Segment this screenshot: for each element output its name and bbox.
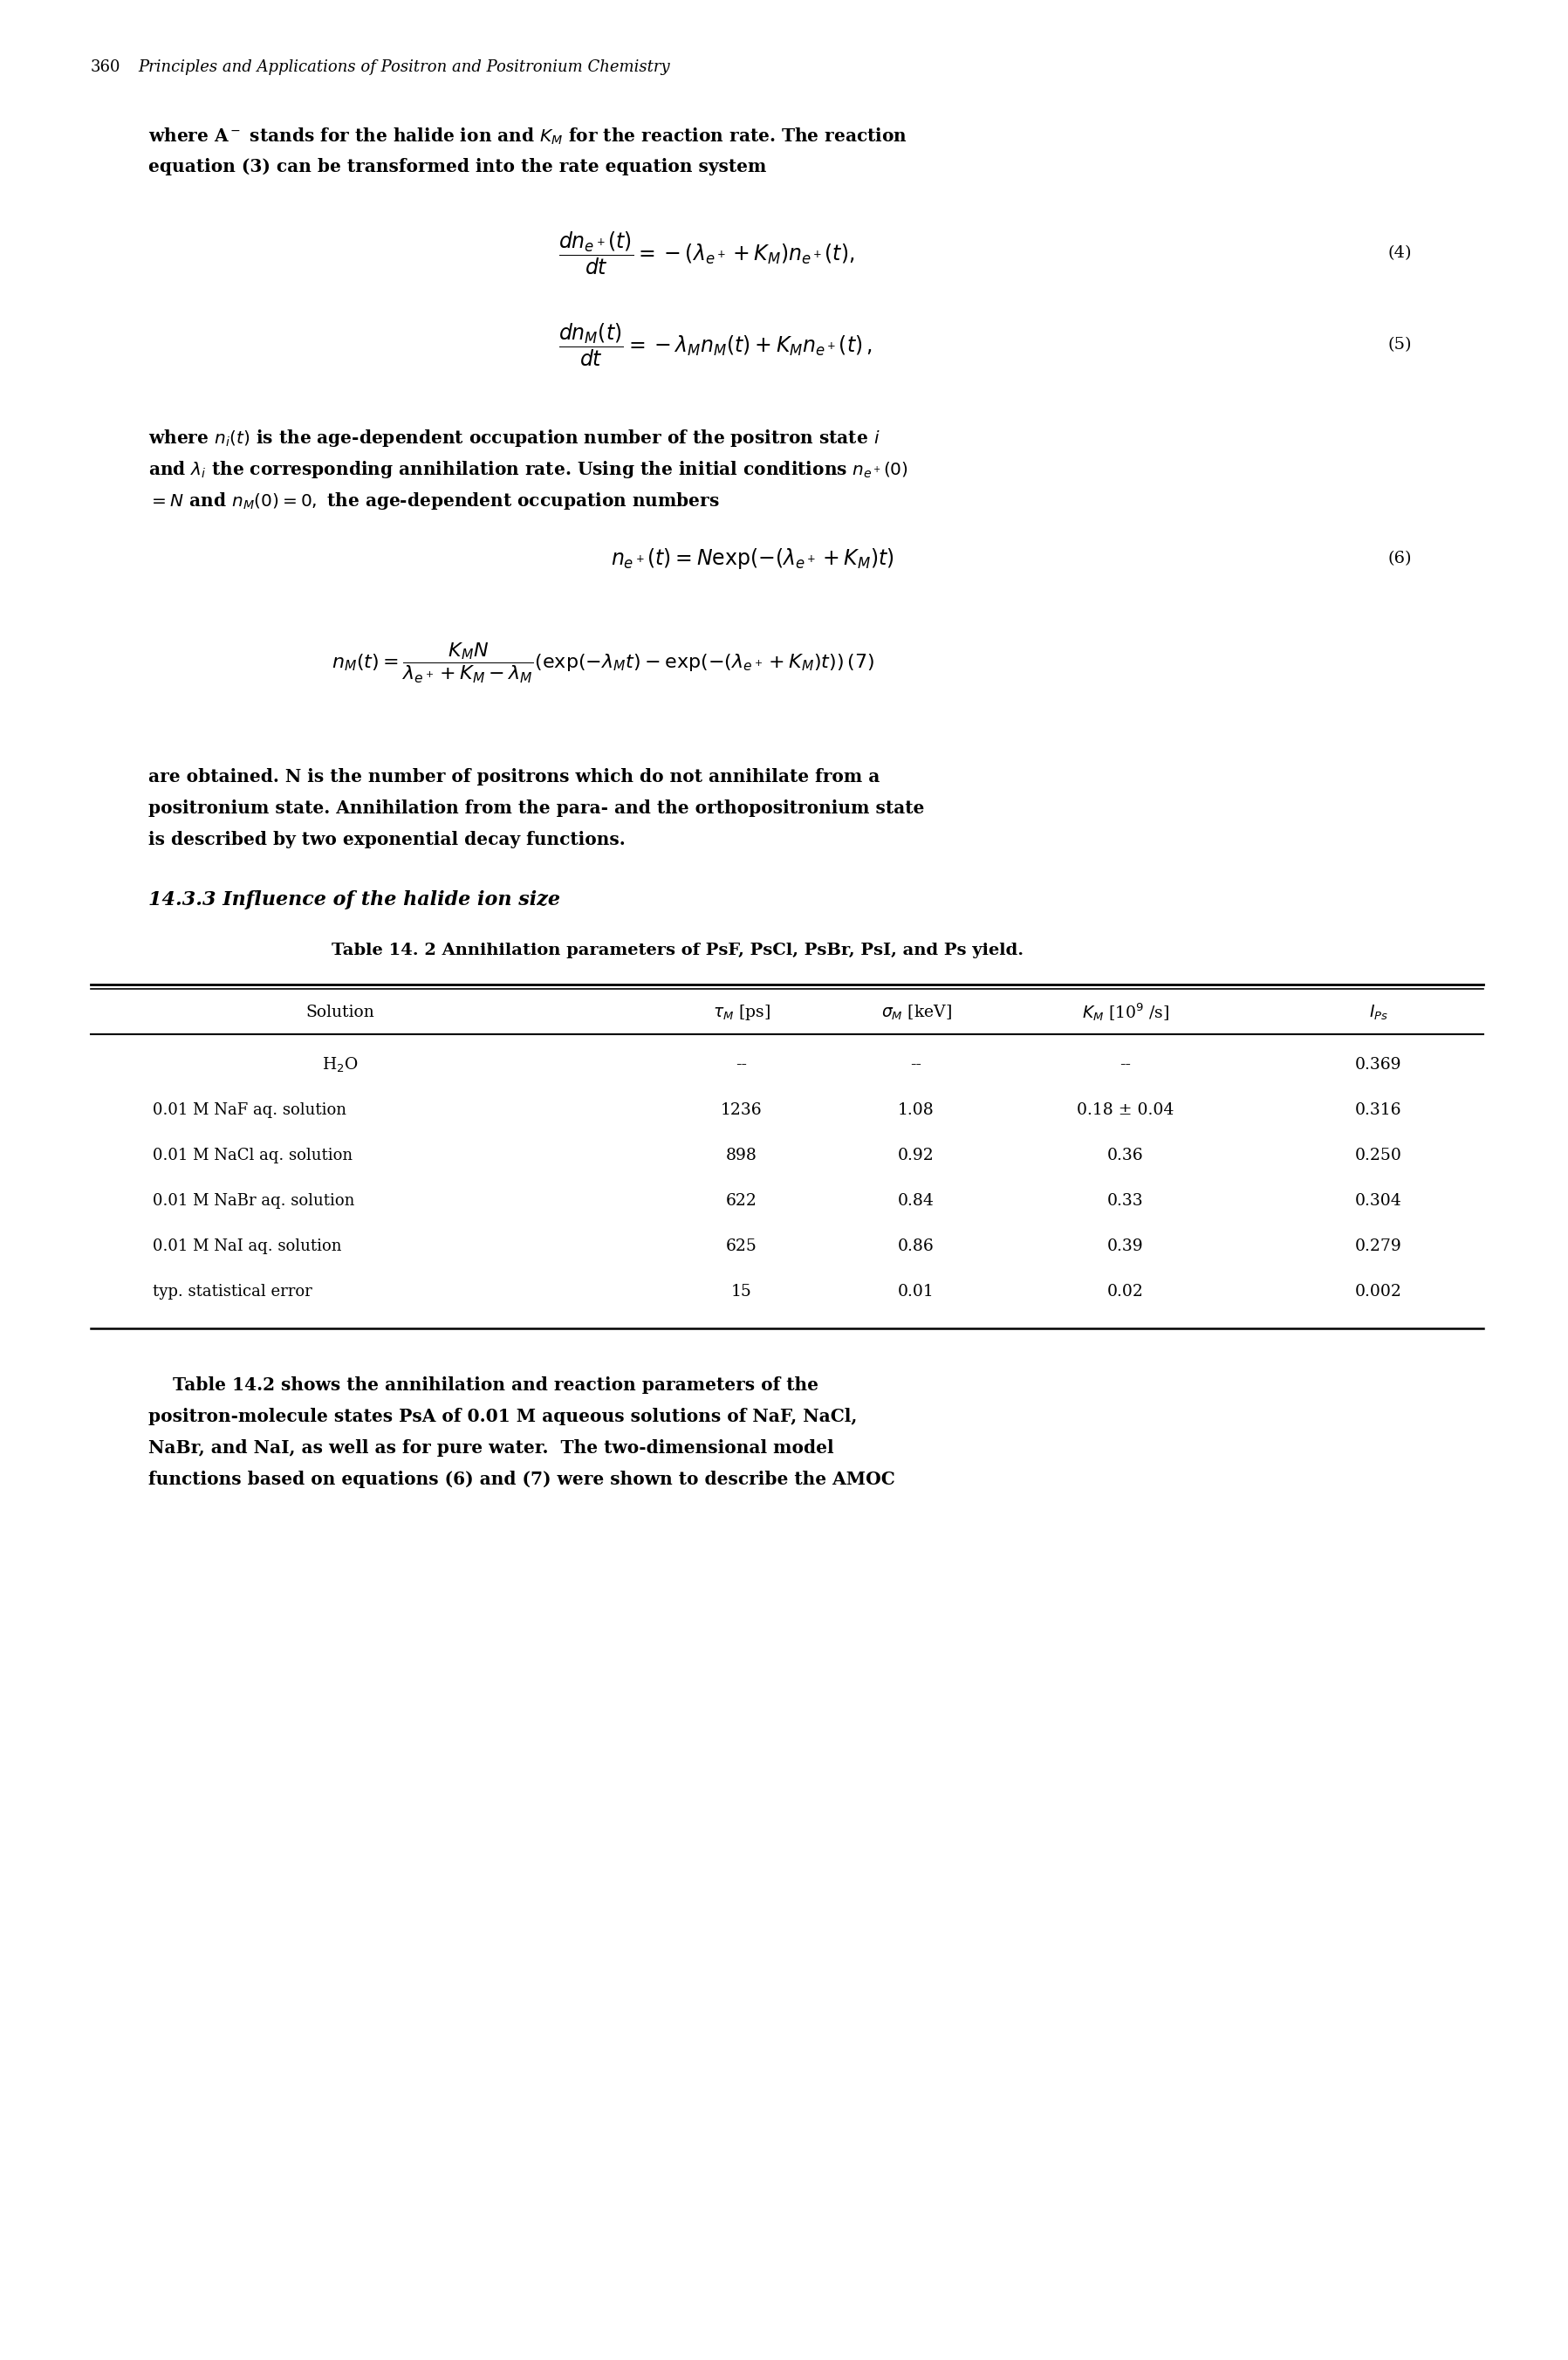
Text: (6): (6) (1388, 550, 1411, 566)
Text: 1236: 1236 (721, 1102, 762, 1119)
Text: 0.002: 0.002 (1355, 1284, 1402, 1300)
Text: Table 14.2 shows the annihilation and reaction parameters of the: Table 14.2 shows the annihilation and re… (149, 1376, 818, 1395)
Text: 0.02: 0.02 (1107, 1284, 1145, 1300)
Text: 0.279: 0.279 (1355, 1239, 1402, 1253)
Text: $= N$ and $n_M(0) = 0,$ the age-dependent occupation numbers: $= N$ and $n_M(0) = 0,$ the age-dependen… (149, 491, 720, 512)
Text: 0.01 M NaBr aq. solution: 0.01 M NaBr aq. solution (152, 1194, 354, 1208)
Text: Principles and Applications of Positron and Positronium Chemistry: Principles and Applications of Positron … (138, 59, 670, 76)
Text: $\tau_M$ [ps]: $\tau_M$ [ps] (713, 1003, 770, 1022)
Text: 0.01 M NaF aq. solution: 0.01 M NaF aq. solution (152, 1102, 347, 1119)
Text: 0.18 ± 0.04: 0.18 ± 0.04 (1077, 1102, 1174, 1119)
Text: $K_M$ [10$^9$ /s]: $K_M$ [10$^9$ /s] (1082, 1001, 1170, 1024)
Text: NaBr, and NaI, as well as for pure water.  The two-dimensional model: NaBr, and NaI, as well as for pure water… (149, 1440, 834, 1456)
Text: where $n_i(t)$ is the age-dependent occupation number of the positron state $i$: where $n_i(t)$ is the age-dependent occu… (149, 427, 880, 448)
Text: positron-molecule states PsA of 0.01 M aqueous solutions of NaF, NaCl,: positron-molecule states PsA of 0.01 M a… (149, 1409, 858, 1425)
Text: and $\lambda_i$ the corresponding annihilation rate. Using the initial condition: and $\lambda_i$ the corresponding annihi… (149, 460, 908, 479)
Text: typ. statistical error: typ. statistical error (152, 1284, 312, 1300)
Text: 898: 898 (726, 1147, 757, 1163)
Text: functions based on equations (6) and (7) were shown to describe the AMOC: functions based on equations (6) and (7)… (149, 1470, 895, 1489)
Text: 625: 625 (726, 1239, 757, 1253)
Text: $n_M(t) = \dfrac{K_M N}{\lambda_{e^+} + K_M - \lambda_M}(\exp(-\lambda_M t) - \e: $n_M(t) = \dfrac{K_M N}{\lambda_{e^+} + … (331, 642, 875, 684)
Text: 0.01 M NaI aq. solution: 0.01 M NaI aq. solution (152, 1239, 342, 1253)
Text: 0.304: 0.304 (1355, 1194, 1402, 1208)
Text: equation (3) can be transformed into the rate equation system: equation (3) can be transformed into the… (149, 158, 767, 175)
Text: 15: 15 (731, 1284, 753, 1300)
Text: 0.33: 0.33 (1107, 1194, 1143, 1208)
Text: 0.36: 0.36 (1107, 1147, 1143, 1163)
Text: are obtained. N is the number of positrons which do not annihilate from a: are obtained. N is the number of positro… (149, 767, 880, 786)
Text: --: -- (1120, 1057, 1131, 1074)
Text: 0.84: 0.84 (898, 1194, 935, 1208)
Text: --: -- (911, 1057, 922, 1074)
Text: 14.3.3 Influence of the halide ion size: 14.3.3 Influence of the halide ion size (149, 890, 560, 909)
Text: (4): (4) (1388, 245, 1411, 262)
Text: 0.92: 0.92 (898, 1147, 935, 1163)
Text: Table 14. 2 Annihilation parameters of PsF, PsCl, PsBr, PsI, and Ps yield.: Table 14. 2 Annihilation parameters of P… (331, 942, 1024, 958)
Text: 0.39: 0.39 (1107, 1239, 1143, 1253)
Text: $\dfrac{dn_M(t)}{dt} = -\lambda_M n_M(t) + K_M n_{e^+}(t)\,,$: $\dfrac{dn_M(t)}{dt} = -\lambda_M n_M(t)… (558, 321, 872, 368)
Text: 0.01: 0.01 (898, 1284, 935, 1300)
Text: 0.86: 0.86 (898, 1239, 935, 1253)
Text: 0.369: 0.369 (1355, 1057, 1402, 1074)
Text: positronium state. Annihilation from the para- and the orthopositronium state: positronium state. Annihilation from the… (149, 800, 925, 817)
Text: is described by two exponential decay functions.: is described by two exponential decay fu… (149, 831, 626, 847)
Text: 0.250: 0.250 (1355, 1147, 1402, 1163)
Text: --: -- (735, 1057, 748, 1074)
Text: Solution: Solution (306, 1005, 375, 1020)
Text: $I_{Ps}$: $I_{Ps}$ (1369, 1003, 1388, 1022)
Text: where A$^-$ stands for the halide ion and $K_M$ for the reaction rate. The react: where A$^-$ stands for the halide ion an… (149, 127, 908, 146)
Text: $\sigma_M$ [keV]: $\sigma_M$ [keV] (881, 1003, 952, 1022)
Text: $\dfrac{dn_{e^+}(t)}{dt} = -(\lambda_{e^+} + K_M)n_{e^+}(t),$: $\dfrac{dn_{e^+}(t)}{dt} = -(\lambda_{e^… (558, 229, 855, 276)
Text: 622: 622 (726, 1194, 757, 1208)
Text: 360: 360 (91, 59, 121, 76)
Text: 0.01 M NaCl aq. solution: 0.01 M NaCl aq. solution (152, 1147, 353, 1163)
Text: 0.316: 0.316 (1355, 1102, 1402, 1119)
Text: 1.08: 1.08 (898, 1102, 935, 1119)
Text: (5): (5) (1388, 337, 1411, 352)
Text: H$_2$O: H$_2$O (321, 1055, 359, 1074)
Text: $n_{e^+}(t) = N \exp(-(\lambda_{e^+} + K_M)t)$: $n_{e^+}(t) = N \exp(-(\lambda_{e^+} + K… (612, 548, 894, 571)
